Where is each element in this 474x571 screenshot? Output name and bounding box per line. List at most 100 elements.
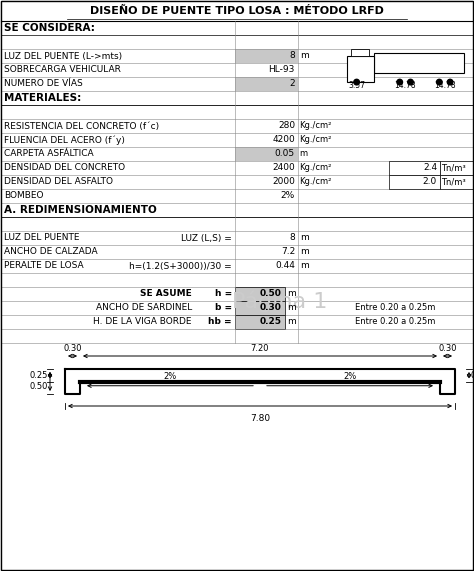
Bar: [440, 175, 473, 189]
Text: 14.78: 14.78: [394, 81, 416, 90]
Bar: [440, 147, 473, 161]
Text: Tn/m³: Tn/m³: [441, 178, 466, 187]
Text: Kg./cm²: Kg./cm²: [299, 178, 331, 187]
Text: 2%: 2%: [343, 372, 356, 381]
Bar: [1, 231, 175, 245]
Text: m: m: [287, 289, 296, 299]
Text: SOBRECARGA VEHICULAR: SOBRECARGA VEHICULAR: [4, 66, 121, 74]
Bar: [340, 231, 473, 245]
Bar: [340, 119, 390, 133]
Bar: [1, 273, 473, 287]
Text: 0.05: 0.05: [471, 371, 474, 380]
Text: 3.57: 3.57: [348, 81, 365, 90]
Bar: [305, 287, 350, 301]
Bar: [235, 119, 298, 133]
Text: m: m: [300, 51, 309, 61]
Text: DENSIDAD DEL CONCRETO: DENSIDAD DEL CONCRETO: [4, 163, 125, 172]
Bar: [298, 189, 340, 203]
Text: NUMERO DE VÍAS: NUMERO DE VÍAS: [4, 79, 83, 89]
Bar: [350, 287, 473, 301]
Bar: [175, 133, 235, 147]
Text: 0.44: 0.44: [275, 262, 295, 271]
Bar: [175, 63, 235, 77]
Text: BOMBEO: BOMBEO: [4, 191, 44, 200]
Bar: [298, 49, 340, 63]
Bar: [1, 77, 175, 91]
Text: 0.25: 0.25: [29, 371, 48, 380]
Bar: [235, 175, 298, 189]
Circle shape: [408, 79, 413, 85]
Text: 0.30: 0.30: [260, 304, 282, 312]
Bar: [175, 119, 235, 133]
Text: 2.0: 2.0: [423, 178, 437, 187]
Bar: [1, 329, 473, 343]
Bar: [440, 161, 473, 175]
Bar: [1, 301, 195, 315]
Text: 8: 8: [289, 51, 295, 61]
Text: Página 1: Página 1: [232, 290, 328, 312]
Bar: [390, 189, 440, 203]
Text: 2: 2: [289, 79, 295, 89]
Bar: [440, 189, 473, 203]
Bar: [347, 56, 374, 82]
Bar: [1, 119, 175, 133]
Bar: [390, 133, 440, 147]
Bar: [175, 147, 235, 161]
Text: m: m: [300, 234, 309, 243]
Bar: [1, 21, 473, 35]
Text: ANCHO DE SARDINEL: ANCHO DE SARDINEL: [96, 304, 192, 312]
Text: 280: 280: [278, 122, 295, 131]
Bar: [1, 259, 175, 273]
Bar: [298, 63, 340, 77]
Bar: [1, 245, 175, 259]
Bar: [440, 133, 473, 147]
Bar: [340, 175, 390, 189]
Text: 2%: 2%: [281, 191, 295, 200]
Bar: [390, 119, 440, 133]
Bar: [440, 161, 473, 175]
Bar: [235, 245, 298, 259]
Bar: [175, 161, 235, 175]
Text: h =: h =: [215, 289, 232, 299]
Text: 7.2: 7.2: [281, 247, 295, 256]
Bar: [1, 343, 473, 571]
Bar: [340, 147, 390, 161]
Bar: [1, 161, 175, 175]
Bar: [175, 245, 235, 259]
Bar: [1, 147, 175, 161]
Bar: [195, 315, 235, 329]
Text: LUZ DEL PUENTE (L->mts): LUZ DEL PUENTE (L->mts): [4, 51, 122, 61]
Bar: [235, 147, 298, 161]
Bar: [235, 231, 298, 245]
Bar: [1, 189, 175, 203]
Bar: [440, 119, 473, 133]
Bar: [351, 49, 369, 56]
Text: SE CONSIDERA:: SE CONSIDERA:: [4, 23, 95, 33]
Bar: [235, 315, 285, 329]
Circle shape: [447, 79, 453, 85]
Text: A. REDIMENSIONAMIENTO: A. REDIMENSIONAMIENTO: [4, 205, 157, 215]
Bar: [235, 287, 285, 301]
Bar: [374, 53, 465, 73]
Bar: [1, 287, 195, 301]
Text: 0.50: 0.50: [260, 289, 282, 299]
Text: h=(1.2(S+3000))/30 =: h=(1.2(S+3000))/30 =: [129, 262, 232, 271]
Text: CARPETA ASFÁLTICA: CARPETA ASFÁLTICA: [4, 150, 94, 159]
Text: DENSIDAD DEL ASFALTO: DENSIDAD DEL ASFALTO: [4, 178, 113, 187]
Text: 7.20: 7.20: [251, 344, 269, 353]
Text: Entre 0.20 a 0.25m: Entre 0.20 a 0.25m: [355, 304, 436, 312]
Bar: [1, 315, 195, 329]
Bar: [298, 245, 340, 259]
Bar: [1, 1, 473, 21]
Bar: [1, 133, 175, 147]
Text: m: m: [287, 304, 296, 312]
Text: ANCHO DE CALZADA: ANCHO DE CALZADA: [4, 247, 98, 256]
Text: 7.80: 7.80: [250, 414, 270, 423]
Bar: [390, 175, 440, 189]
Bar: [285, 301, 305, 315]
Text: 0.25: 0.25: [260, 317, 282, 327]
Text: H. DE LA VIGA BORDE: H. DE LA VIGA BORDE: [93, 317, 192, 327]
Text: 2%: 2%: [164, 372, 177, 381]
Text: FLUENCIA DEL ACERO (f´y): FLUENCIA DEL ACERO (f´y): [4, 135, 125, 145]
Bar: [350, 315, 473, 329]
